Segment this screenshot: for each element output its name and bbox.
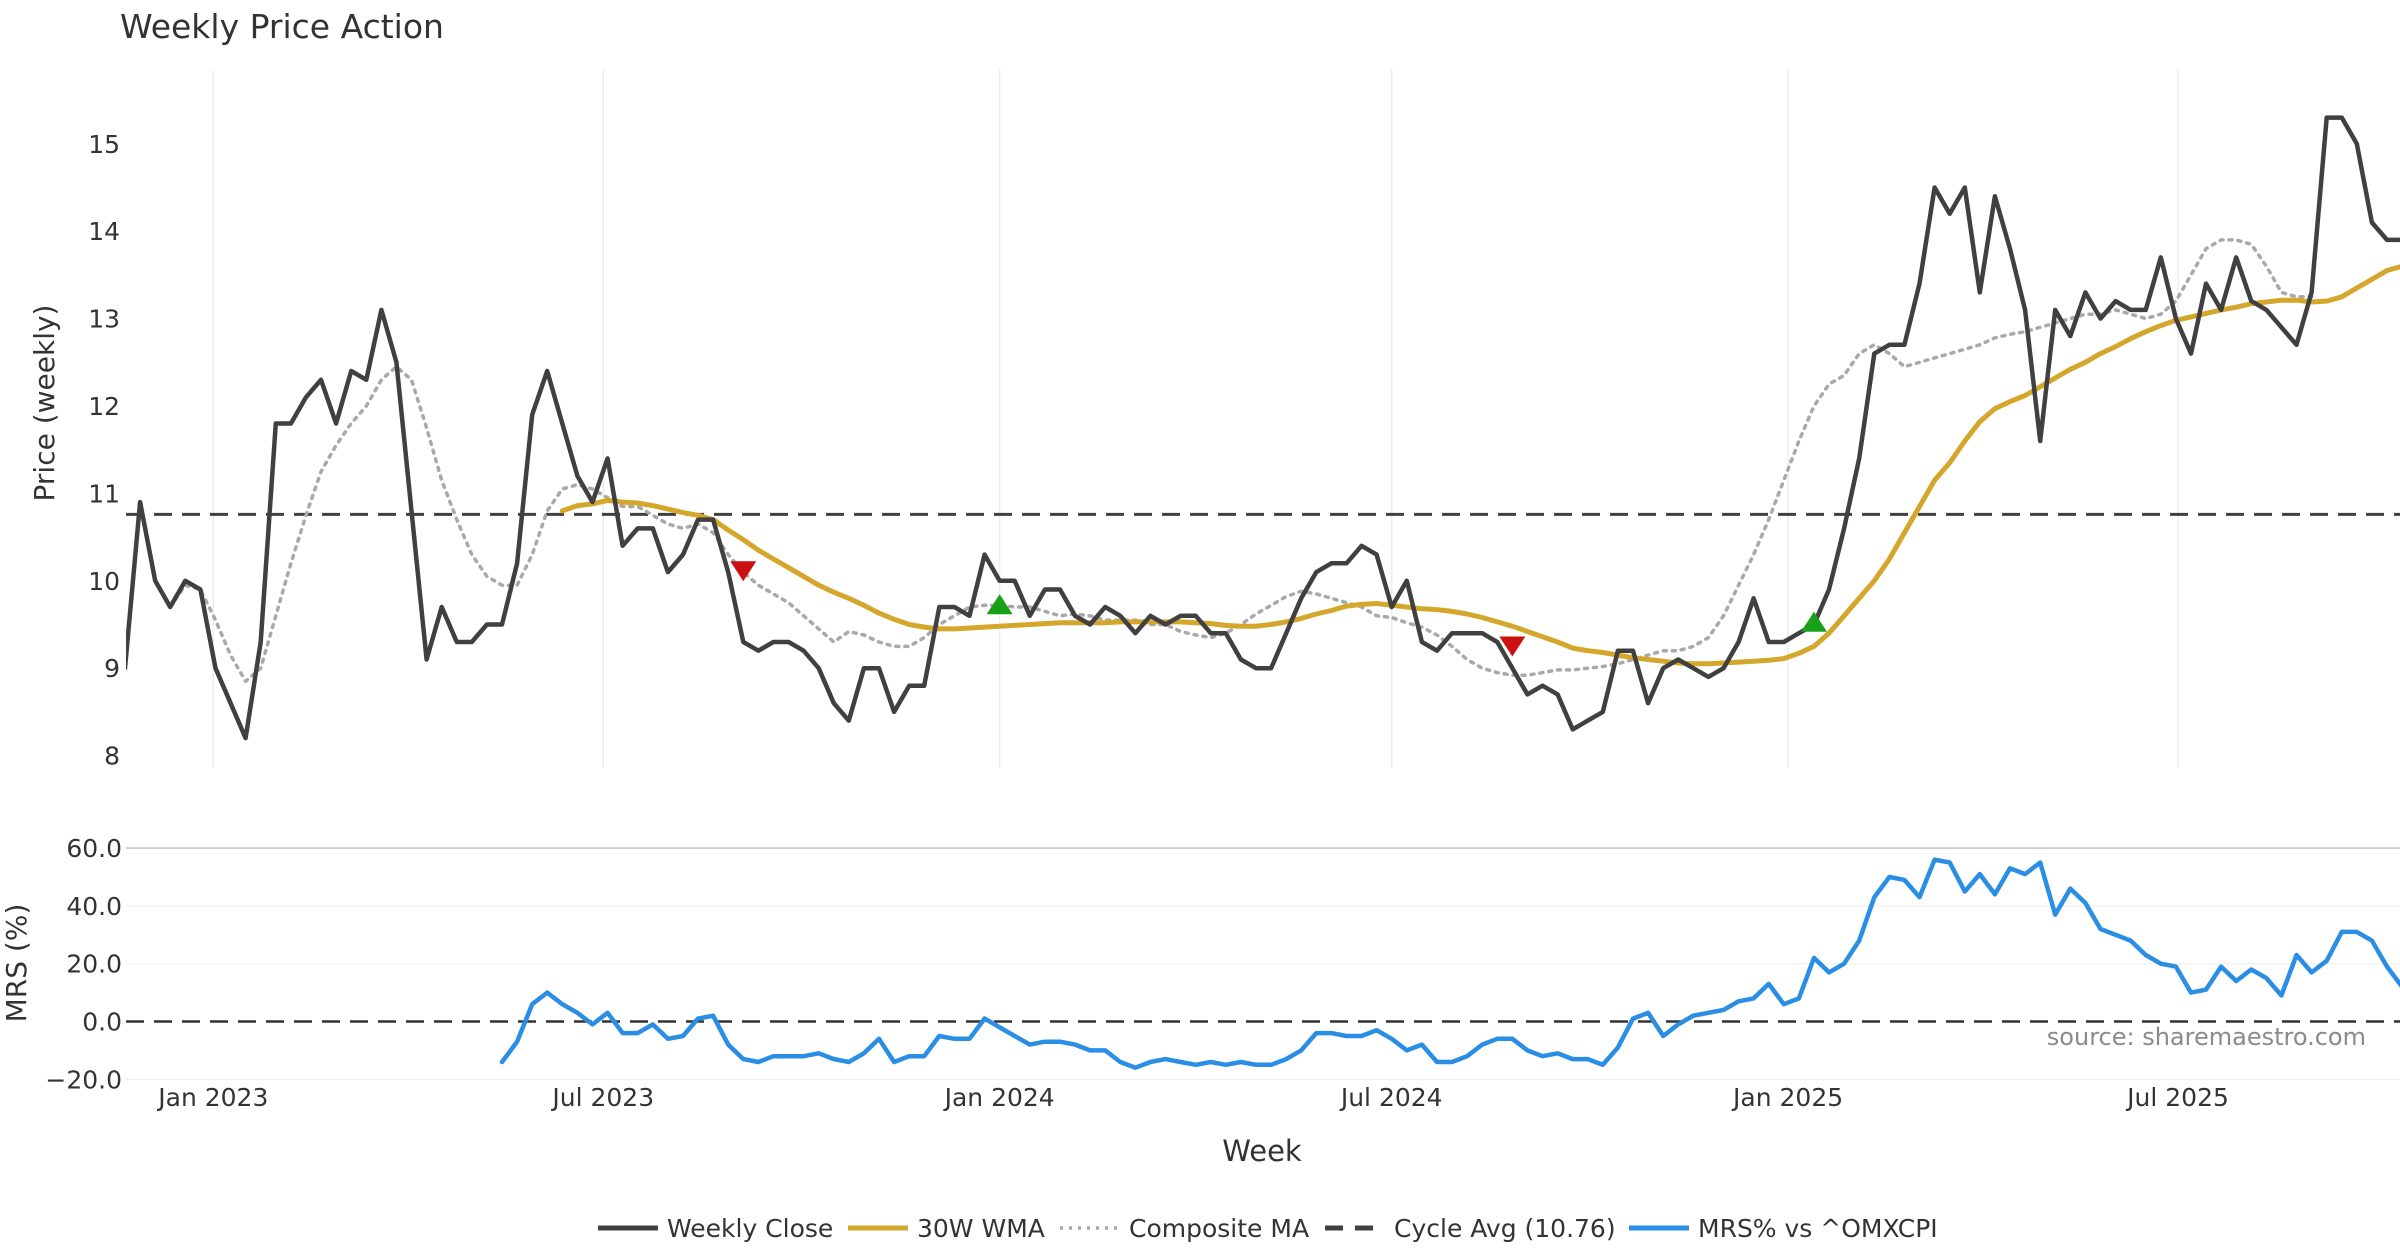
mrs-y-tick-label: −20.0 (45, 1065, 122, 1094)
mrs-y-tick-label: 0.0 (82, 1008, 122, 1037)
chart-title: Weekly Price Action (120, 7, 444, 46)
legend-label: Cycle Avg (10.76) (1394, 1214, 1616, 1243)
x-tick-label: Jul 2024 (1339, 1083, 1443, 1112)
buy-signal-marker (986, 594, 1013, 615)
price-y-tick-label: 13 (88, 305, 120, 334)
mrs-y-tick-labels: 60.0 40.0 20.0 0.0 −20.0 (45, 834, 122, 1094)
signal-markers (730, 561, 1827, 657)
price-y-tick-label: 11 (88, 479, 120, 508)
price-y-tick-label: 15 (88, 130, 120, 159)
x-axis-label: Week (1222, 1134, 1302, 1168)
mrs-y-tick-label: 20.0 (66, 950, 122, 979)
x-tick-label: Jul 2025 (2125, 1083, 2229, 1112)
price-series (126, 115, 2400, 741)
series-line-weekly-close (126, 115, 2400, 741)
legend-label: MRS% vs ^OMXCPI (1698, 1214, 1938, 1243)
buy-signal-marker (1800, 611, 1827, 632)
sell-signal-marker (1499, 636, 1526, 657)
source-watermark: source: sharemaestro.com (2047, 1023, 2366, 1051)
price-y-tick-label: 14 (88, 217, 120, 246)
mrs-y-tick-label: 60.0 (66, 834, 122, 863)
mrs-series (499, 857, 2400, 1070)
price-y-tick-label: 9 (104, 654, 120, 683)
x-tick-labels: Jan 2023 Jul 2023 Jan 2024 Jul 2024 Jan 2025… (156, 1083, 2229, 1112)
x-tick-label: Jan 2023 (156, 1083, 268, 1112)
price-y-tick-label: 8 (104, 742, 120, 771)
mrs-y-axis-label: MRS (%) (0, 904, 33, 1023)
price-y-tick-label: 10 (88, 567, 120, 596)
legend-label: Composite MA (1129, 1214, 1309, 1243)
x-tick-label: Jan 2025 (1731, 1083, 1843, 1112)
legend: Weekly Close 30W WMA Composite MA Cycle Avg… (598, 1214, 1938, 1243)
legend-label: Weekly Close (667, 1214, 833, 1243)
series-line-30w-wma (559, 264, 2400, 667)
series-line-composite-ma (168, 238, 2314, 684)
price-y-tick-labels: 8 9 10 11 12 13 14 15 (88, 130, 120, 771)
price-y-axis-label: Price (weekly) (28, 305, 61, 502)
x-tick-label: Jan 2024 (943, 1083, 1055, 1112)
price-y-tick-label: 12 (88, 392, 120, 421)
series-line-mrs (499, 857, 2400, 1070)
x-tick-label: Jul 2023 (550, 1083, 654, 1112)
sell-signal-marker (730, 561, 757, 582)
mrs-y-tick-label: 40.0 (66, 892, 122, 921)
legend-label: 30W WMA (917, 1214, 1045, 1243)
mrs-gridlines (126, 847, 2400, 1080)
